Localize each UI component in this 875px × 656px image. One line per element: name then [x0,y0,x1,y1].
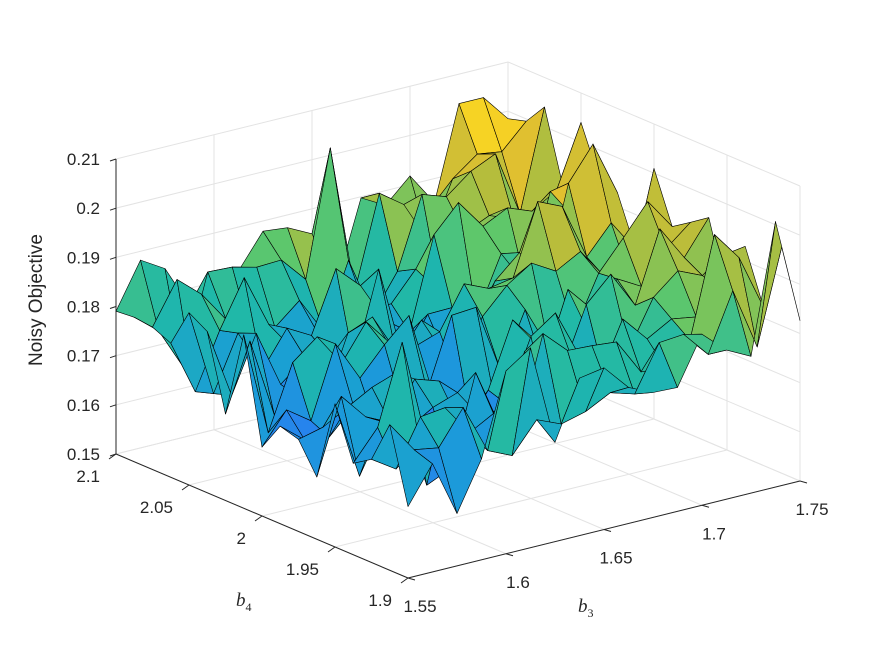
y-tick-mark [400,577,409,584]
x-axis-label: b3 [578,596,594,620]
z-tick-mark [109,207,117,211]
y-tick-mark [108,453,117,460]
back-wall-grid-line [115,110,509,209]
z-tick-label: 0.16 [67,396,100,415]
z-tick-label: 0.17 [67,347,100,366]
x-tick-label: 1.7 [702,524,726,543]
y-tick-mark [181,484,190,491]
z-tick-mark [109,256,117,260]
z-tick-label: 0.21 [67,150,100,169]
x-tick-label: 1.75 [795,500,828,519]
x-tick-label: 1.6 [506,573,530,592]
x-tick-mark [407,577,416,581]
z-tick-mark [109,158,117,162]
y-tick-label: 2.05 [140,498,173,517]
y-tick-label: 1.95 [286,560,319,579]
z-tick-mark [109,355,117,359]
x-tick-mark [505,553,514,557]
y-tick-mark [327,546,336,553]
x-axis-label-base: b [578,596,588,617]
y-axis-label: b4 [236,590,252,614]
back-wall-grid-line [115,61,509,160]
x-tick-label: 1.65 [599,549,632,568]
z-tick-label: 0.2 [76,199,100,218]
surface-mesh [115,97,801,514]
y-tick-label: 1.9 [368,591,392,610]
x-tick-mark [603,529,612,532]
z-tick-mark [109,306,117,309]
x-tick-mark [701,504,710,508]
y-tick-label: 2.1 [76,467,100,486]
z-tick-label: 0.19 [67,248,100,267]
surface-patch [756,221,801,348]
z-tick-mark [109,404,117,408]
x-tick-mark [799,480,808,484]
floor-grid-line [334,449,728,548]
tick-labels: 0.15 0.16 0.17 0.18 0.19 0.2 0.21 1.9 1.95 2 2.05 2… [67,150,829,616]
x-axis-label-subscript: 3 [588,606,594,620]
x-tick-label: 1.55 [403,597,436,616]
y-tick-mark [254,515,263,522]
z-tick-label: 0.18 [67,298,100,317]
y-axis-label-base: b [236,590,246,611]
z-axis-label: Noisy Objective [26,234,47,366]
y-tick-label: 2 [237,529,246,548]
y-axis-label-subscript: 4 [246,600,252,614]
z-tick-label: 0.15 [67,445,100,464]
side-wall-grid-line [507,61,801,187]
